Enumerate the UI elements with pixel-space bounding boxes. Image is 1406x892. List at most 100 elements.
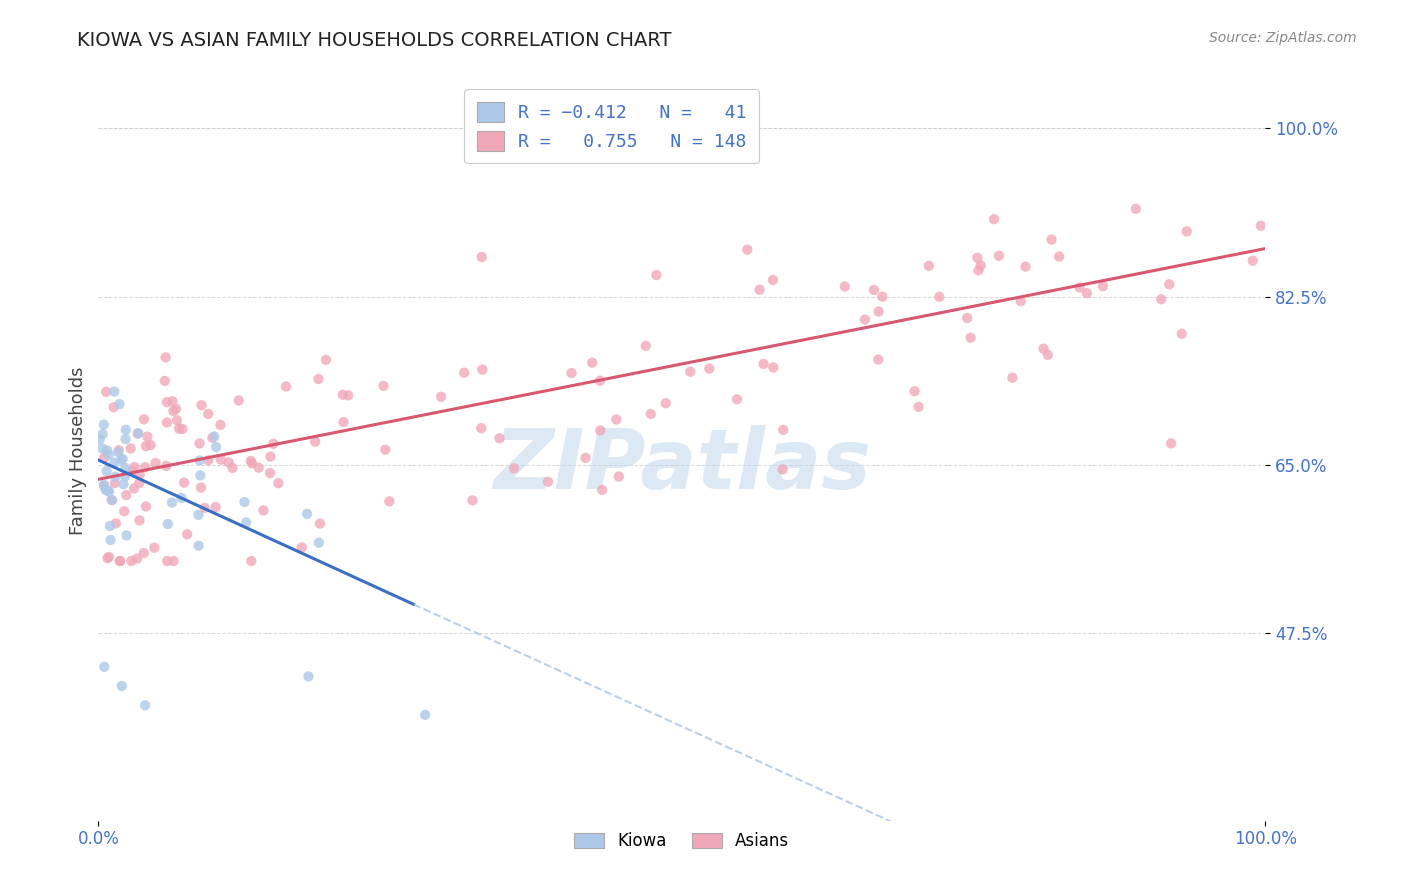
Point	[93, 450, 115, 465]
Point	[127, 426, 149, 441]
Point	[209, 452, 232, 467]
Point	[112, 504, 135, 518]
Point	[762, 273, 785, 287]
Point	[128, 475, 150, 490]
Point	[128, 513, 150, 527]
Point	[108, 397, 131, 411]
Point	[853, 312, 876, 326]
Point	[156, 516, 179, 531]
Point	[373, 379, 395, 393]
Point	[132, 412, 155, 426]
Point	[221, 461, 243, 475]
Point	[111, 452, 134, 467]
Point	[1036, 348, 1059, 362]
Point	[378, 494, 401, 508]
Point	[128, 467, 150, 482]
Point	[98, 519, 121, 533]
Point	[97, 448, 120, 462]
Point	[655, 396, 678, 410]
Point	[197, 407, 219, 421]
Point	[228, 393, 250, 408]
Point	[120, 442, 142, 456]
Point	[291, 541, 314, 555]
Point	[103, 384, 125, 399]
Point	[1014, 260, 1036, 274]
Point	[155, 351, 177, 365]
Point	[1159, 277, 1181, 292]
Point	[173, 475, 195, 490]
Point	[156, 395, 179, 409]
Point	[176, 527, 198, 541]
Y-axis label: Family Households: Family Households	[69, 367, 87, 534]
Point	[956, 311, 979, 326]
Point	[101, 493, 124, 508]
Point	[581, 356, 603, 370]
Point	[259, 466, 281, 480]
Point	[197, 453, 219, 467]
Point	[928, 290, 950, 304]
Point	[114, 461, 136, 475]
Point	[503, 461, 526, 475]
Point	[589, 374, 612, 388]
Point	[959, 331, 981, 345]
Point	[315, 352, 337, 367]
Point	[607, 469, 630, 483]
Point	[145, 456, 167, 470]
Point	[115, 488, 138, 502]
Point	[589, 424, 612, 438]
Point	[967, 263, 990, 277]
Point	[187, 508, 209, 522]
Point	[193, 500, 215, 515]
Point	[309, 516, 332, 531]
Point	[240, 456, 263, 470]
Point	[93, 478, 115, 492]
Point	[374, 442, 396, 457]
Point	[132, 546, 155, 560]
Point	[103, 456, 125, 470]
Point	[471, 362, 494, 376]
Point	[94, 384, 117, 399]
Point	[752, 357, 775, 371]
Point	[252, 503, 274, 517]
Point	[834, 279, 856, 293]
Point	[471, 250, 494, 264]
Point	[762, 360, 785, 375]
Point	[872, 290, 894, 304]
Point	[332, 415, 354, 429]
Point	[110, 453, 132, 467]
Point	[1160, 436, 1182, 450]
Point	[863, 283, 886, 297]
Point	[120, 554, 142, 568]
Point	[332, 388, 354, 402]
Point	[461, 493, 484, 508]
Point	[100, 492, 122, 507]
Point	[1069, 280, 1091, 294]
Point	[969, 258, 991, 272]
Point	[413, 707, 436, 722]
Point	[907, 400, 929, 414]
Point	[297, 669, 319, 683]
Point	[634, 339, 657, 353]
Point	[1241, 253, 1264, 268]
Point	[988, 249, 1011, 263]
Point	[162, 404, 184, 418]
Point	[1125, 202, 1147, 216]
Point	[574, 450, 596, 465]
Point	[97, 483, 120, 498]
Point	[160, 495, 183, 509]
Point	[165, 401, 187, 416]
Point	[240, 554, 263, 568]
Point	[488, 431, 510, 445]
Point	[1001, 370, 1024, 384]
Point	[104, 469, 127, 483]
Point	[725, 392, 748, 407]
Point	[156, 416, 179, 430]
Point	[93, 660, 115, 674]
Point	[201, 431, 224, 445]
Point	[772, 462, 794, 476]
Point	[233, 495, 256, 509]
Point	[868, 304, 890, 318]
Text: Source: ZipAtlas.com: Source: ZipAtlas.com	[1209, 31, 1357, 45]
Point	[748, 283, 770, 297]
Point	[121, 464, 143, 478]
